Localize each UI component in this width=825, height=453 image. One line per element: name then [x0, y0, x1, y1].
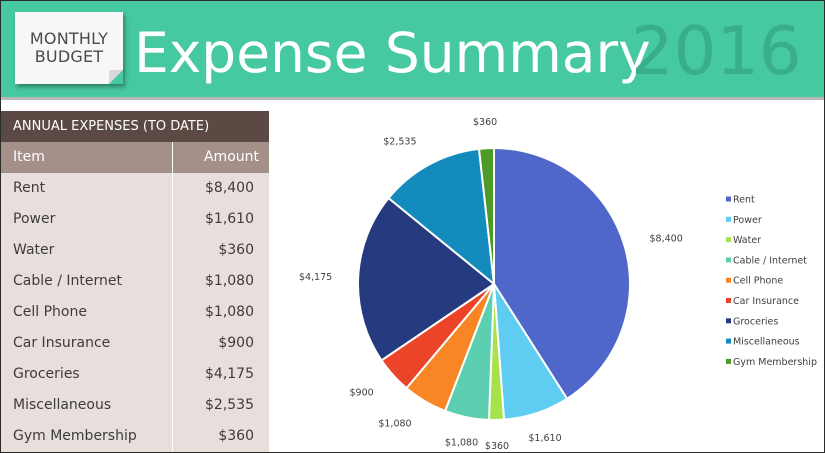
column-header-amount[interactable]: Amount	[203, 149, 259, 165]
row-amount-value: $360	[218, 428, 254, 444]
header-banner: MONTHLY BUDGET Expense Summary 2016	[1, 1, 824, 97]
table-row[interactable]: Groceries $4,175	[1, 359, 269, 390]
legend-swatch-car-insurance	[726, 298, 731, 303]
row-item-label: Power	[13, 211, 56, 227]
legend-label-gym-membership: Gym Membership	[733, 357, 817, 368]
table-row[interactable]: Water $360	[1, 235, 269, 266]
legend-label-power: Power	[733, 215, 762, 226]
legend-label-cable-internet: Cable / Internet	[733, 255, 807, 266]
row-amount-value: $8,400	[205, 180, 254, 196]
row-amount-value: $900	[218, 335, 254, 351]
legend-item-groceries: Groceries	[726, 316, 778, 327]
legend-item-cable-internet: Cable / Internet	[726, 255, 807, 266]
row-item-label: Miscellaneous	[13, 397, 112, 413]
note-line-budget: BUDGET	[34, 47, 104, 66]
row-item-label: Water	[13, 242, 55, 258]
data-label-gym-membership: $360	[473, 117, 497, 128]
legend-item-cell-phone: Cell Phone	[726, 276, 783, 287]
table-header-row: Item Amount	[1, 142, 269, 173]
expense-pie-chart: $8,400 $1,610 $360 $1,080 $1,080 $900 $4,175 $2…	[269, 111, 824, 452]
row-item-label: Cell Phone	[13, 304, 87, 320]
pie-slice-miscellaneous[interactable]	[387, 147, 496, 287]
legend-swatch-water	[726, 237, 731, 243]
table-row[interactable]: Power $1,610	[1, 204, 269, 235]
legend-label-cell-phone: Cell Phone	[733, 276, 783, 287]
data-label-cell-phone: $1,080	[378, 419, 411, 430]
data-label-water: $360	[485, 441, 509, 452]
legend-item-car-insurance: Car Insurance	[726, 296, 799, 307]
row-amount-value: $2,535	[205, 397, 254, 413]
legend-item-rent: Rent	[726, 195, 755, 206]
legend-swatch-groceries	[726, 318, 731, 324]
monthly-budget-note: MONTHLY BUDGET	[15, 12, 123, 84]
row-amount-value: $4,175	[205, 366, 254, 382]
table-row[interactable]: Cable / Internet $1,080	[1, 266, 269, 297]
row-amount-value: $1,610	[205, 211, 254, 227]
legend-swatch-cable-internet	[726, 257, 731, 263]
table-body: Rent $8,400 Power $1,610 Water $360 Cable / In…	[1, 173, 269, 452]
pie-slice-groceries[interactable]	[357, 196, 496, 362]
data-label-rent: $8,400	[650, 234, 683, 245]
pie-slices	[357, 146, 631, 421]
pie-slice-gym-membership[interactable]	[477, 146, 495, 285]
row-item-label: Rent	[13, 180, 46, 196]
table-row[interactable]: Gym Membership $360	[1, 421, 269, 452]
expenses-table: ANNUAL EXPENSES (TO DATE) Item Amount Re…	[1, 111, 269, 452]
legend-item-miscellaneous: Miscellaneous	[726, 337, 800, 348]
row-amount-value: $1,080	[205, 304, 254, 320]
data-label-cable-internet: $1,080	[445, 438, 478, 449]
column-header-item[interactable]: Item	[13, 149, 45, 165]
table-row[interactable]: Cell Phone $1,080	[1, 297, 269, 328]
row-item-label: Car Insurance	[13, 335, 111, 351]
column-divider	[172, 142, 173, 452]
legend-swatch-miscellaneous	[726, 338, 731, 344]
table-row[interactable]: Car Insurance $900	[1, 328, 269, 359]
row-item-label: Cable / Internet	[13, 273, 122, 289]
legend-swatch-rent	[726, 196, 731, 202]
data-label-groceries: $4,175	[299, 272, 332, 283]
legend-label-miscellaneous: Miscellaneous	[733, 337, 800, 348]
legend-item-gym-membership: Gym Membership	[726, 357, 817, 368]
table-row[interactable]: Miscellaneous $2,535	[1, 390, 269, 421]
legend-swatch-gym-membership	[726, 358, 731, 364]
legend-item-power: Power	[726, 215, 762, 226]
row-item-label: Gym Membership	[13, 428, 137, 444]
table-row[interactable]: Rent $8,400	[1, 173, 269, 204]
page-fold-icon	[109, 70, 123, 84]
row-amount-value: $360	[218, 242, 254, 258]
legend-swatch-cell-phone	[726, 277, 731, 283]
data-label-car-insurance: $900	[350, 388, 374, 399]
legend-label-car-insurance: Car Insurance	[733, 296, 799, 307]
legend-label-groceries: Groceries	[733, 316, 778, 327]
year-label: 2016	[631, 12, 802, 90]
data-label-power: $1,610	[528, 433, 561, 444]
legend-label-rent: Rent	[733, 195, 755, 206]
expenses-table-title: ANNUAL EXPENSES (TO DATE)	[1, 111, 269, 142]
chart-legend: Rent Power Water Cable / Internet Cell Phone…	[726, 195, 817, 368]
page-title: Expense Summary	[134, 21, 651, 85]
banner-shadow	[1, 97, 824, 100]
legend-item-water: Water	[726, 235, 761, 246]
pie-chart-svg: $8,400 $1,610 $360 $1,080 $1,080 $900 $4,175 $2…	[299, 117, 817, 452]
row-amount-value: $1,080	[205, 273, 254, 289]
legend-label-water: Water	[733, 235, 761, 246]
legend-swatch-power	[726, 216, 731, 222]
data-label-miscellaneous: $2,535	[383, 137, 416, 148]
note-line-monthly: MONTHLY	[29, 29, 109, 48]
row-item-label: Groceries	[13, 366, 80, 382]
pie-data-labels: $8,400 $1,610 $360 $1,080 $1,080 $900 $4,175 $2…	[299, 117, 683, 452]
